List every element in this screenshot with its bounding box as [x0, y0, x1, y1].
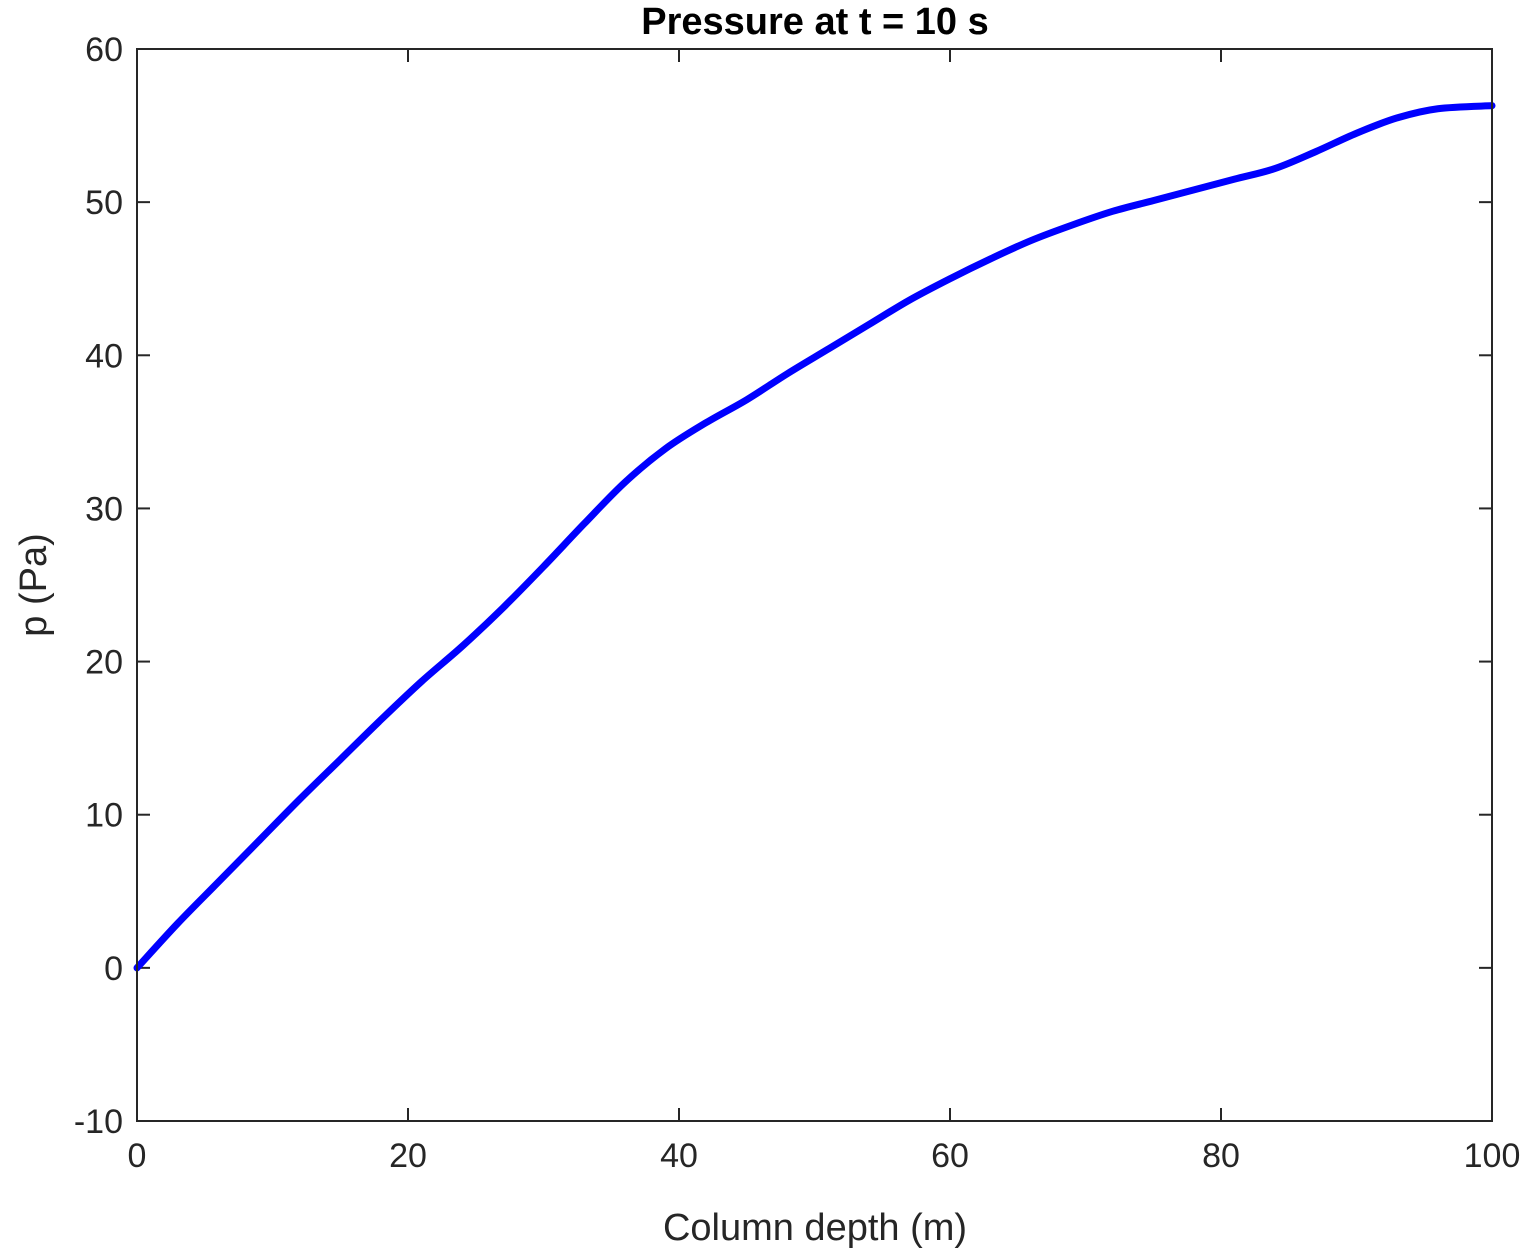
x-tick-label: 0 [128, 1137, 147, 1175]
x-tick-label: 20 [389, 1137, 427, 1175]
y-tick-label: 0 [104, 950, 123, 988]
x-tick-label: 80 [1202, 1137, 1240, 1175]
y-axis-label: p (Pa) [13, 533, 55, 636]
x-axis-label: Column depth (m) [663, 1207, 967, 1249]
axes-box [136, 48, 1493, 1122]
y-tick-label: 10 [85, 797, 123, 835]
y-tick-label: 50 [85, 184, 123, 222]
y-tick-label: -10 [74, 1103, 123, 1141]
x-tick-label: 40 [660, 1137, 698, 1175]
series-line-pressure [133, 102, 1496, 972]
y-tick-label: 20 [85, 644, 123, 682]
x-tick-label: 100 [1464, 1137, 1521, 1175]
y-tick-label: 40 [85, 337, 123, 375]
y-tick-label: 30 [85, 490, 123, 528]
y-tick-label: 60 [85, 31, 123, 69]
x-tick-label: 60 [931, 1137, 969, 1175]
series-layer [133, 102, 1496, 972]
chart-title: Pressure at t = 10 s [641, 1, 989, 43]
